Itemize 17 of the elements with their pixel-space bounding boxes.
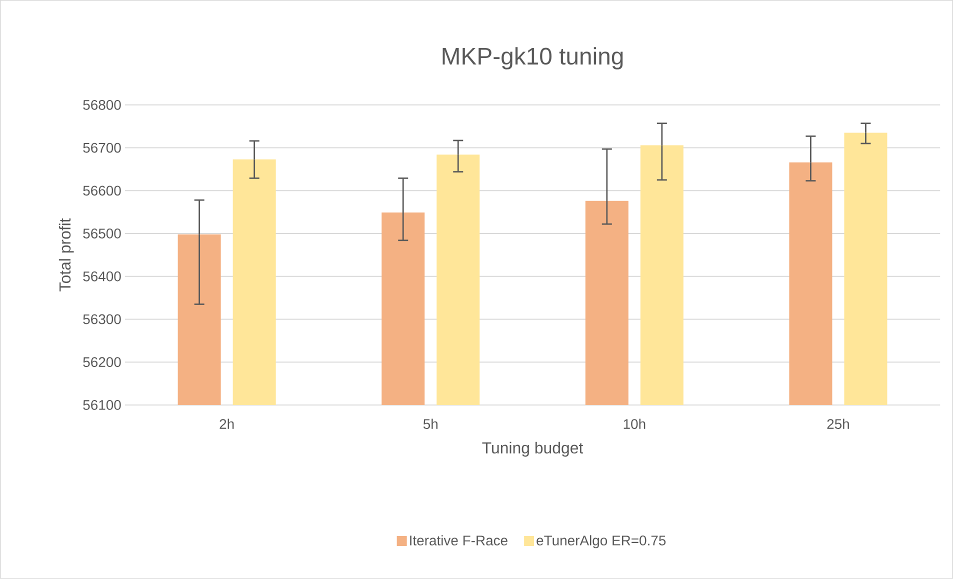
y-tick-label: 56200	[83, 357, 121, 368]
y-tick-label: 56100	[83, 400, 121, 410]
y-tick-label: 56500	[83, 228, 121, 238]
y-tick-label: 56300	[83, 314, 121, 324]
chart-title: MKP-gk10 tuning	[442, 47, 623, 70]
x-tick-label: 25h	[827, 418, 849, 430]
y-tick-label: 56800	[83, 100, 121, 110]
y-tick-label: 56600	[83, 186, 121, 196]
y-tick-label: 56700	[83, 142, 121, 153]
x-axis-title: Tuning budget	[482, 442, 584, 457]
x-tick-label: 10h	[624, 418, 646, 430]
x-tick-label: 5h	[423, 418, 438, 430]
y-tick-label: 56400	[83, 271, 121, 282]
y-axis-title: Total profit	[58, 218, 74, 292]
legend-label: Iterative F-Race	[410, 535, 508, 546]
legend-label: eTunerAlgo ER=0.75	[536, 535, 666, 548]
x-tick-label: 2h	[220, 418, 234, 429]
